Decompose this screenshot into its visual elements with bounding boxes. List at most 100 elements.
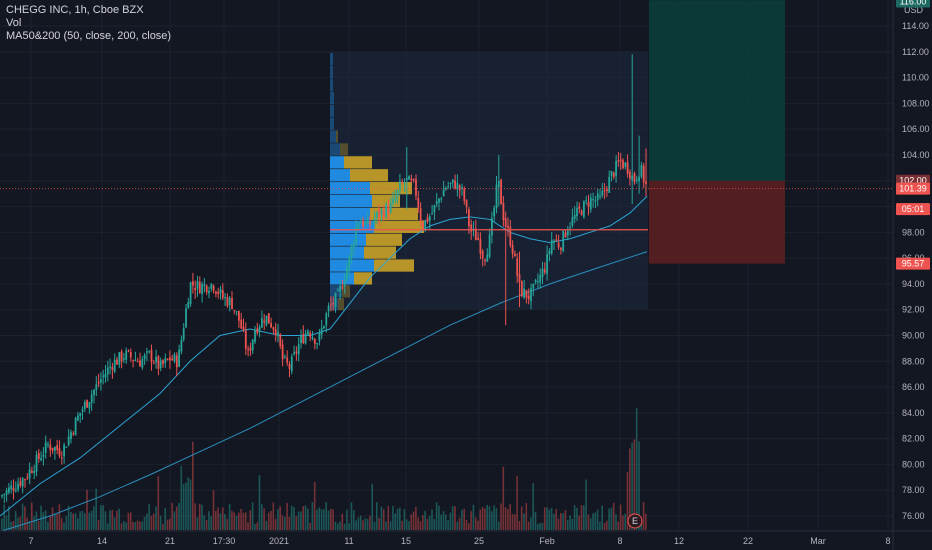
volume-bar (465, 519, 468, 530)
candle-body (244, 330, 247, 349)
volume-bar (606, 520, 608, 530)
candle-body (380, 209, 383, 215)
candle-body (65, 446, 68, 448)
chart-legend[interactable]: CHEGG INC, 1h, Cboe BZX Vol MA50&200 (50… (6, 4, 171, 43)
candle-body (302, 334, 305, 344)
candle-down (426, 213, 429, 224)
volume-bar (458, 517, 461, 530)
candle-down (274, 322, 277, 342)
candle-up (438, 197, 440, 211)
candle-body (297, 344, 300, 355)
candle-down (49, 438, 52, 457)
candle-body (587, 202, 590, 207)
candle-up (208, 286, 210, 299)
candle-body (33, 470, 36, 474)
candle-body (516, 258, 519, 276)
price-tick-label: 88.00 (902, 356, 925, 366)
volume-bar (93, 506, 95, 530)
candle-body (486, 254, 489, 262)
candle-up (428, 213, 431, 230)
volume-bar (504, 507, 507, 530)
volume-bar (451, 506, 454, 530)
volume-legend[interactable]: Vol (6, 17, 22, 29)
candle-body (624, 162, 627, 167)
candle-body (537, 281, 539, 283)
candle-body (148, 351, 151, 353)
candle-body (235, 311, 238, 313)
volume-bar (221, 507, 224, 530)
volume-bar (394, 513, 396, 530)
candle-up (300, 329, 302, 349)
candle-body (592, 198, 594, 200)
volume-bar (238, 512, 240, 530)
candle-body (125, 350, 128, 360)
candle-up (553, 239, 555, 251)
volume-bar (60, 518, 63, 530)
volume-bar (169, 518, 171, 530)
volume-bar (412, 511, 415, 530)
candle-up (100, 372, 102, 391)
volume-bar (635, 408, 638, 530)
candle-body (240, 319, 243, 329)
volume-bar (589, 518, 592, 530)
candle-body (440, 198, 443, 200)
candle-down (332, 296, 335, 311)
candle-down (504, 211, 507, 326)
volume-bar (624, 513, 626, 530)
candle-up (456, 174, 459, 197)
countdown-badge (896, 203, 930, 216)
volume-bar (5, 515, 8, 530)
candle-body (90, 394, 93, 403)
candle-body (392, 199, 394, 204)
volume-bar (77, 518, 79, 530)
volume-bar (31, 502, 33, 530)
candle-up (635, 175, 638, 184)
volume-bar (419, 521, 422, 530)
ma-legend[interactable]: MA50&200 (50, close, 200, close) (6, 30, 172, 42)
candle-up (134, 351, 137, 362)
candle-up (159, 357, 162, 372)
candle-body (520, 281, 523, 297)
candle-up (35, 450, 38, 477)
symbol-legend[interactable]: CHEGG INC, 1h, Cboe BZX (6, 4, 144, 16)
time-axis[interactable]: 7 14 21 17:30 2021 11 15 25 Feb 8 12 22 Mar 8 (0, 530, 932, 550)
volume-bar (256, 522, 258, 530)
time-tick-label: 22 (743, 536, 753, 546)
candle-body (359, 222, 362, 224)
candle-body (5, 490, 8, 495)
candle-body (410, 178, 413, 181)
candle-body (495, 184, 498, 209)
volume-bar (396, 508, 399, 530)
volume-bar (139, 521, 141, 530)
volume-bar (456, 521, 459, 530)
candle-body (313, 338, 316, 344)
volume-bar (70, 511, 72, 530)
candle-body (608, 176, 611, 193)
volume-bar (288, 516, 291, 530)
candle-body (435, 201, 438, 205)
volume-bar (148, 504, 150, 530)
profile-row-down (340, 143, 348, 156)
volume-bar (157, 476, 160, 530)
candle-body (468, 209, 470, 227)
candle-body (293, 352, 295, 355)
candle-up (461, 183, 463, 196)
candle-down (387, 199, 390, 220)
candle-up (251, 338, 254, 355)
candle-up (21, 477, 24, 494)
volume-bar (454, 506, 456, 530)
price-tick-label: 112.00 (902, 47, 929, 57)
candle-body (470, 224, 473, 232)
candle-body (185, 308, 187, 328)
candle-body (323, 326, 325, 329)
candle-down (560, 246, 562, 255)
candle-down (619, 152, 622, 171)
candle-up (599, 188, 601, 200)
candle-down (633, 171, 636, 185)
profile-row-up (330, 91, 334, 105)
candle-body (491, 218, 493, 236)
candle-up (573, 206, 576, 223)
volume-bar (583, 505, 585, 530)
profile-row-up (330, 130, 336, 143)
